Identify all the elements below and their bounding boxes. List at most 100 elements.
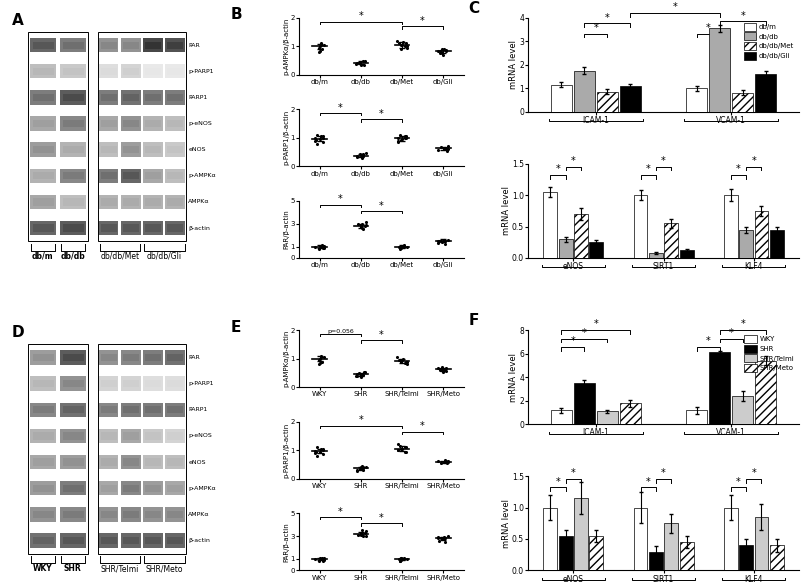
Point (353, 370, 366, 379)
Point (350, 152, 363, 162)
Bar (63, 146, 84, 153)
Bar (145, 537, 161, 544)
Bar (98, 32, 186, 241)
Point (441, 457, 454, 466)
Point (391, 353, 404, 362)
Point (354, 528, 367, 537)
Bar (145, 459, 161, 466)
Bar (101, 225, 116, 232)
Point (438, 235, 451, 245)
Point (352, 368, 365, 377)
Bar (165, 64, 185, 78)
Point (356, 464, 369, 473)
Legend: WKY, SHR, SHR/Telmi, SHR/Meto: WKY, SHR, SHR/Telmi, SHR/Meto (742, 333, 796, 373)
Point (318, 241, 331, 250)
Bar (165, 142, 185, 157)
Bar (145, 225, 161, 232)
Bar (60, 90, 86, 105)
Point (391, 136, 404, 145)
Point (316, 357, 328, 366)
Point (357, 465, 370, 475)
Text: *: * (379, 513, 384, 523)
Bar (574, 71, 595, 112)
Point (316, 138, 329, 147)
Text: p=0.056: p=0.056 (327, 329, 353, 333)
Bar (121, 455, 140, 469)
Point (351, 530, 364, 540)
Point (439, 537, 452, 546)
Bar (99, 195, 119, 209)
Point (316, 553, 328, 563)
Text: db/m: db/m (32, 252, 53, 261)
Point (438, 534, 451, 543)
Point (399, 443, 412, 452)
Bar (32, 42, 54, 49)
Bar (121, 376, 140, 391)
Point (350, 152, 363, 161)
Point (399, 42, 412, 51)
Point (308, 136, 321, 145)
Point (391, 440, 404, 449)
Bar (32, 511, 54, 518)
Point (395, 40, 408, 49)
Bar (167, 406, 183, 413)
Bar (123, 380, 139, 387)
Bar (99, 455, 119, 469)
Bar (63, 225, 84, 232)
Bar (145, 68, 161, 75)
Point (433, 364, 446, 373)
Bar (60, 376, 86, 391)
Bar (123, 94, 139, 101)
Bar (770, 230, 784, 258)
Point (359, 462, 372, 472)
Bar (63, 406, 84, 413)
Point (434, 365, 447, 375)
Point (395, 241, 408, 250)
Bar (165, 116, 185, 131)
Bar (145, 380, 161, 387)
Point (357, 532, 370, 541)
Point (401, 357, 414, 366)
Bar (123, 537, 139, 544)
Point (394, 356, 407, 366)
Point (436, 237, 449, 246)
Bar (63, 120, 84, 127)
Point (395, 444, 408, 453)
Point (356, 526, 369, 535)
Bar (167, 225, 183, 232)
Point (356, 461, 369, 470)
Bar (60, 533, 86, 547)
Point (353, 464, 366, 473)
Bar (143, 403, 163, 417)
Bar (143, 116, 163, 131)
Bar (755, 74, 776, 112)
Bar (121, 64, 140, 78)
Point (355, 223, 368, 233)
Bar (101, 485, 116, 492)
Point (394, 555, 407, 564)
Bar (123, 485, 139, 492)
Point (355, 369, 368, 379)
Bar (167, 432, 183, 439)
Bar (63, 198, 84, 206)
Bar (32, 380, 54, 387)
Text: *: * (338, 194, 343, 204)
Bar (709, 352, 730, 425)
Bar (32, 459, 54, 466)
Point (440, 146, 453, 155)
Point (350, 466, 363, 475)
Text: *: * (661, 156, 666, 166)
Point (318, 555, 331, 564)
Text: PARP1: PARP1 (188, 407, 207, 412)
Bar (121, 350, 140, 365)
Bar (543, 192, 558, 258)
Bar (739, 230, 753, 258)
Bar (143, 429, 163, 443)
Point (354, 151, 367, 160)
Bar (99, 142, 119, 157)
Bar (121, 429, 140, 443)
Point (436, 364, 449, 373)
Bar (724, 195, 738, 258)
Bar (101, 354, 116, 361)
Text: *: * (646, 164, 650, 174)
